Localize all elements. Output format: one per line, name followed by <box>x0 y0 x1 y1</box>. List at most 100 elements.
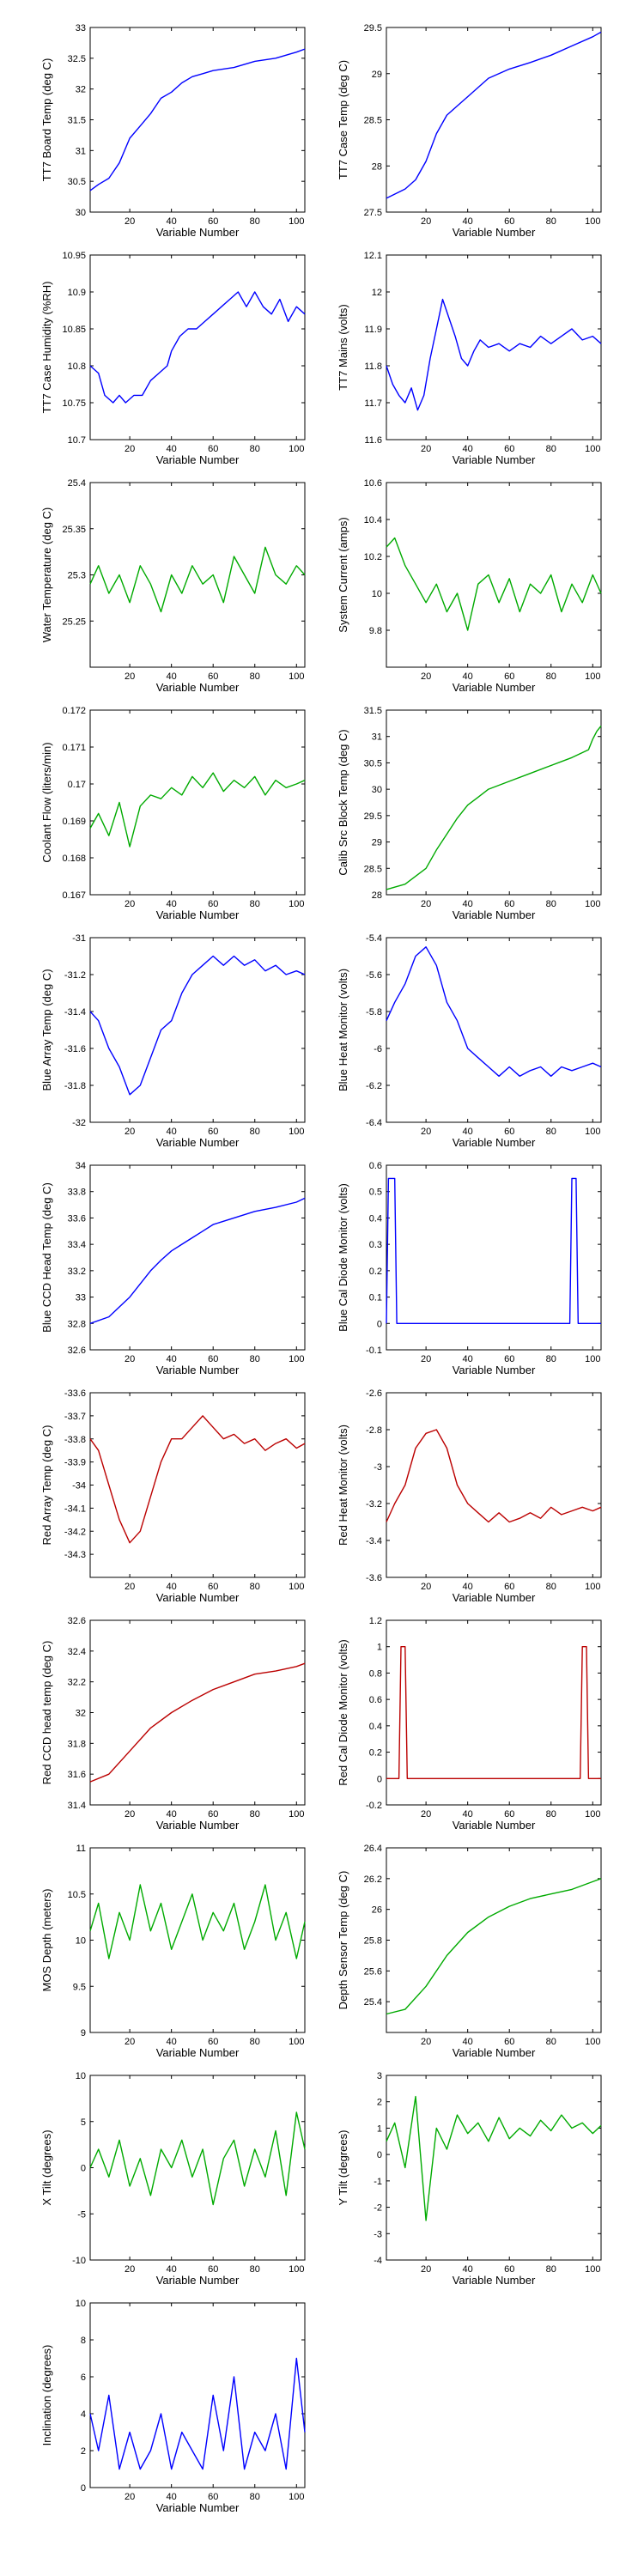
x-tick-label: 60 <box>504 216 514 227</box>
chart-10: 20 40 60 80 100 -6.4 -6.2 -6 -5.8 -5.6 -5.4 Variabl… <box>337 933 602 1149</box>
x-tick-label: 100 <box>289 444 304 454</box>
x-tick-label: 60 <box>504 899 514 909</box>
y-tick-label: -3.6 <box>366 1573 382 1583</box>
y-tick-label: 10.2 <box>364 552 382 562</box>
chart-21: 20 40 60 80 100 0 2 4 6 8 10 Variable Number Inclina… <box>40 2299 306 2514</box>
x-tick-label: 40 <box>463 1809 473 1820</box>
y-tick-label: 10.9 <box>68 288 86 298</box>
y-axis-title: Red Array Temp (deg C) <box>40 1425 53 1546</box>
x-tick-label: 20 <box>125 899 135 909</box>
y-tick-label: 1 <box>377 2123 382 2134</box>
x-tick-label: 60 <box>208 2037 218 2047</box>
y-tick-label: -34.3 <box>64 1550 86 1560</box>
series-line <box>386 725 602 890</box>
y-tick-label: 11.8 <box>364 361 382 372</box>
x-tick-label: 100 <box>585 2264 600 2275</box>
chart-16: 20 40 60 80 100 -0.2 0 0.2 0.4 0.6 0.8 1 1.2 Variable… <box>337 1616 602 1832</box>
x-tick-label: 80 <box>250 1809 260 1820</box>
series-line <box>89 2357 306 2470</box>
series-line <box>89 1662 306 1783</box>
y-tick-label: 10 <box>76 1936 86 1947</box>
series-line <box>89 955 306 1096</box>
x-tick-label: 40 <box>167 671 177 682</box>
y-axis-title: Blue Array Temp (deg C) <box>40 969 53 1091</box>
y-axis-title: TT7 Board Temp (deg C) <box>40 58 53 182</box>
y-tick-label: -3.2 <box>366 1499 382 1510</box>
y-tick-label: 9.8 <box>369 626 382 636</box>
x-tick-label: 60 <box>504 1582 514 1592</box>
y-tick-label: 29 <box>372 70 382 80</box>
x-axis-title: Variable Number <box>453 226 536 239</box>
x-tick-label: 100 <box>585 1354 600 1364</box>
x-axis-title: Variable Number <box>453 1819 536 1832</box>
y-tick-label: 33 <box>76 23 86 33</box>
y-tick-label: 8 <box>81 2336 86 2346</box>
y-tick-label: 0.5 <box>369 1188 382 1198</box>
y-tick-label: 25.6 <box>364 1966 382 1977</box>
x-tick-label: 60 <box>208 671 218 682</box>
x-tick-label: 40 <box>167 1582 177 1592</box>
y-axis-title: System Current (amps) <box>337 517 349 632</box>
x-tick-label: 40 <box>167 1127 177 1137</box>
y-tick-label: 32.4 <box>68 1647 86 1657</box>
y-tick-label: 28 <box>372 161 382 172</box>
y-tick-label: -1 <box>374 2177 382 2187</box>
y-tick-label: 27.5 <box>364 208 382 218</box>
plot-frame <box>386 709 602 896</box>
x-tick-label: 20 <box>421 1809 431 1820</box>
plot-frame <box>89 1619 306 1806</box>
plot-frame <box>89 1164 306 1351</box>
y-tick-label: 10.85 <box>62 325 86 335</box>
x-tick-label: 40 <box>463 671 473 682</box>
y-tick-label: 30 <box>372 785 382 795</box>
y-tick-label: 11.6 <box>364 435 382 446</box>
y-tick-label: 10.75 <box>62 398 86 409</box>
y-axis-title: Calib Src Block Temp (deg C) <box>337 729 349 875</box>
y-tick-label: 26 <box>372 1905 382 1916</box>
x-tick-label: 60 <box>208 1582 218 1592</box>
x-tick-label: 40 <box>463 216 473 227</box>
chart-18: 20 40 60 80 100 25.4 25.6 25.8 26 26.2 26.4 Variabl… <box>337 1844 602 2059</box>
y-tick-label: 10.7 <box>68 435 86 446</box>
plot-frame <box>386 1847 602 2033</box>
x-tick-label: 80 <box>546 1809 556 1820</box>
y-tick-label: 10.6 <box>364 478 382 489</box>
y-tick-label: -31.4 <box>64 1007 86 1018</box>
y-tick-label: 1.2 <box>369 1616 382 1626</box>
y-tick-label: 29 <box>372 838 382 848</box>
y-tick-label: 10 <box>372 589 382 599</box>
x-tick-label: 20 <box>125 1809 135 1820</box>
y-tick-label: 25.25 <box>62 617 86 627</box>
series-line <box>89 1415 306 1544</box>
y-tick-label: 0.171 <box>62 743 86 753</box>
chart-7: 20 40 60 80 100 0.167 0.168 0.169 0.17 0.171 0.172… <box>40 706 306 921</box>
x-tick-label: 20 <box>125 1354 135 1364</box>
chart-2: 20 40 60 80 100 27.5 28 28.5 29 29.5 Variable Numb… <box>337 23 602 239</box>
x-tick-label: 100 <box>289 2264 304 2275</box>
x-tick-label: 80 <box>250 1354 260 1364</box>
x-tick-label: 40 <box>463 1127 473 1137</box>
y-tick-label: 12.1 <box>364 251 382 261</box>
y-tick-label: 9 <box>81 2028 86 2038</box>
x-tick-label: 80 <box>546 2264 556 2275</box>
x-tick-label: 20 <box>421 899 431 909</box>
y-tick-label: 10.95 <box>62 251 86 261</box>
x-tick-label: 40 <box>167 1809 177 1820</box>
x-tick-label: 100 <box>289 216 304 227</box>
x-axis-title: Variable Number <box>453 2046 536 2059</box>
x-tick-label: 60 <box>504 1354 514 1364</box>
x-tick-label: 60 <box>208 2492 218 2502</box>
x-tick-label: 80 <box>546 216 556 227</box>
x-tick-label: 40 <box>463 1582 473 1592</box>
x-tick-label: 100 <box>585 2037 600 2047</box>
x-tick-label: 80 <box>546 1354 556 1364</box>
y-axis-title: Blue Cal Diode Monitor (volts) <box>337 1183 349 1332</box>
x-axis-title: Variable Number <box>156 1136 240 1149</box>
x-axis-title: Variable Number <box>453 2274 536 2287</box>
y-axis-title: Red Heat Monitor (volts) <box>337 1425 349 1546</box>
x-tick-label: 40 <box>167 444 177 454</box>
x-tick-label: 100 <box>585 671 600 682</box>
y-tick-label: -33.6 <box>64 1388 86 1399</box>
chart-12: 20 40 60 80 100 -0.1 0 0.1 0.2 0.3 0.4 0.5 0.6 Variab… <box>337 1161 602 1376</box>
x-axis-title: Variable Number <box>453 908 536 921</box>
